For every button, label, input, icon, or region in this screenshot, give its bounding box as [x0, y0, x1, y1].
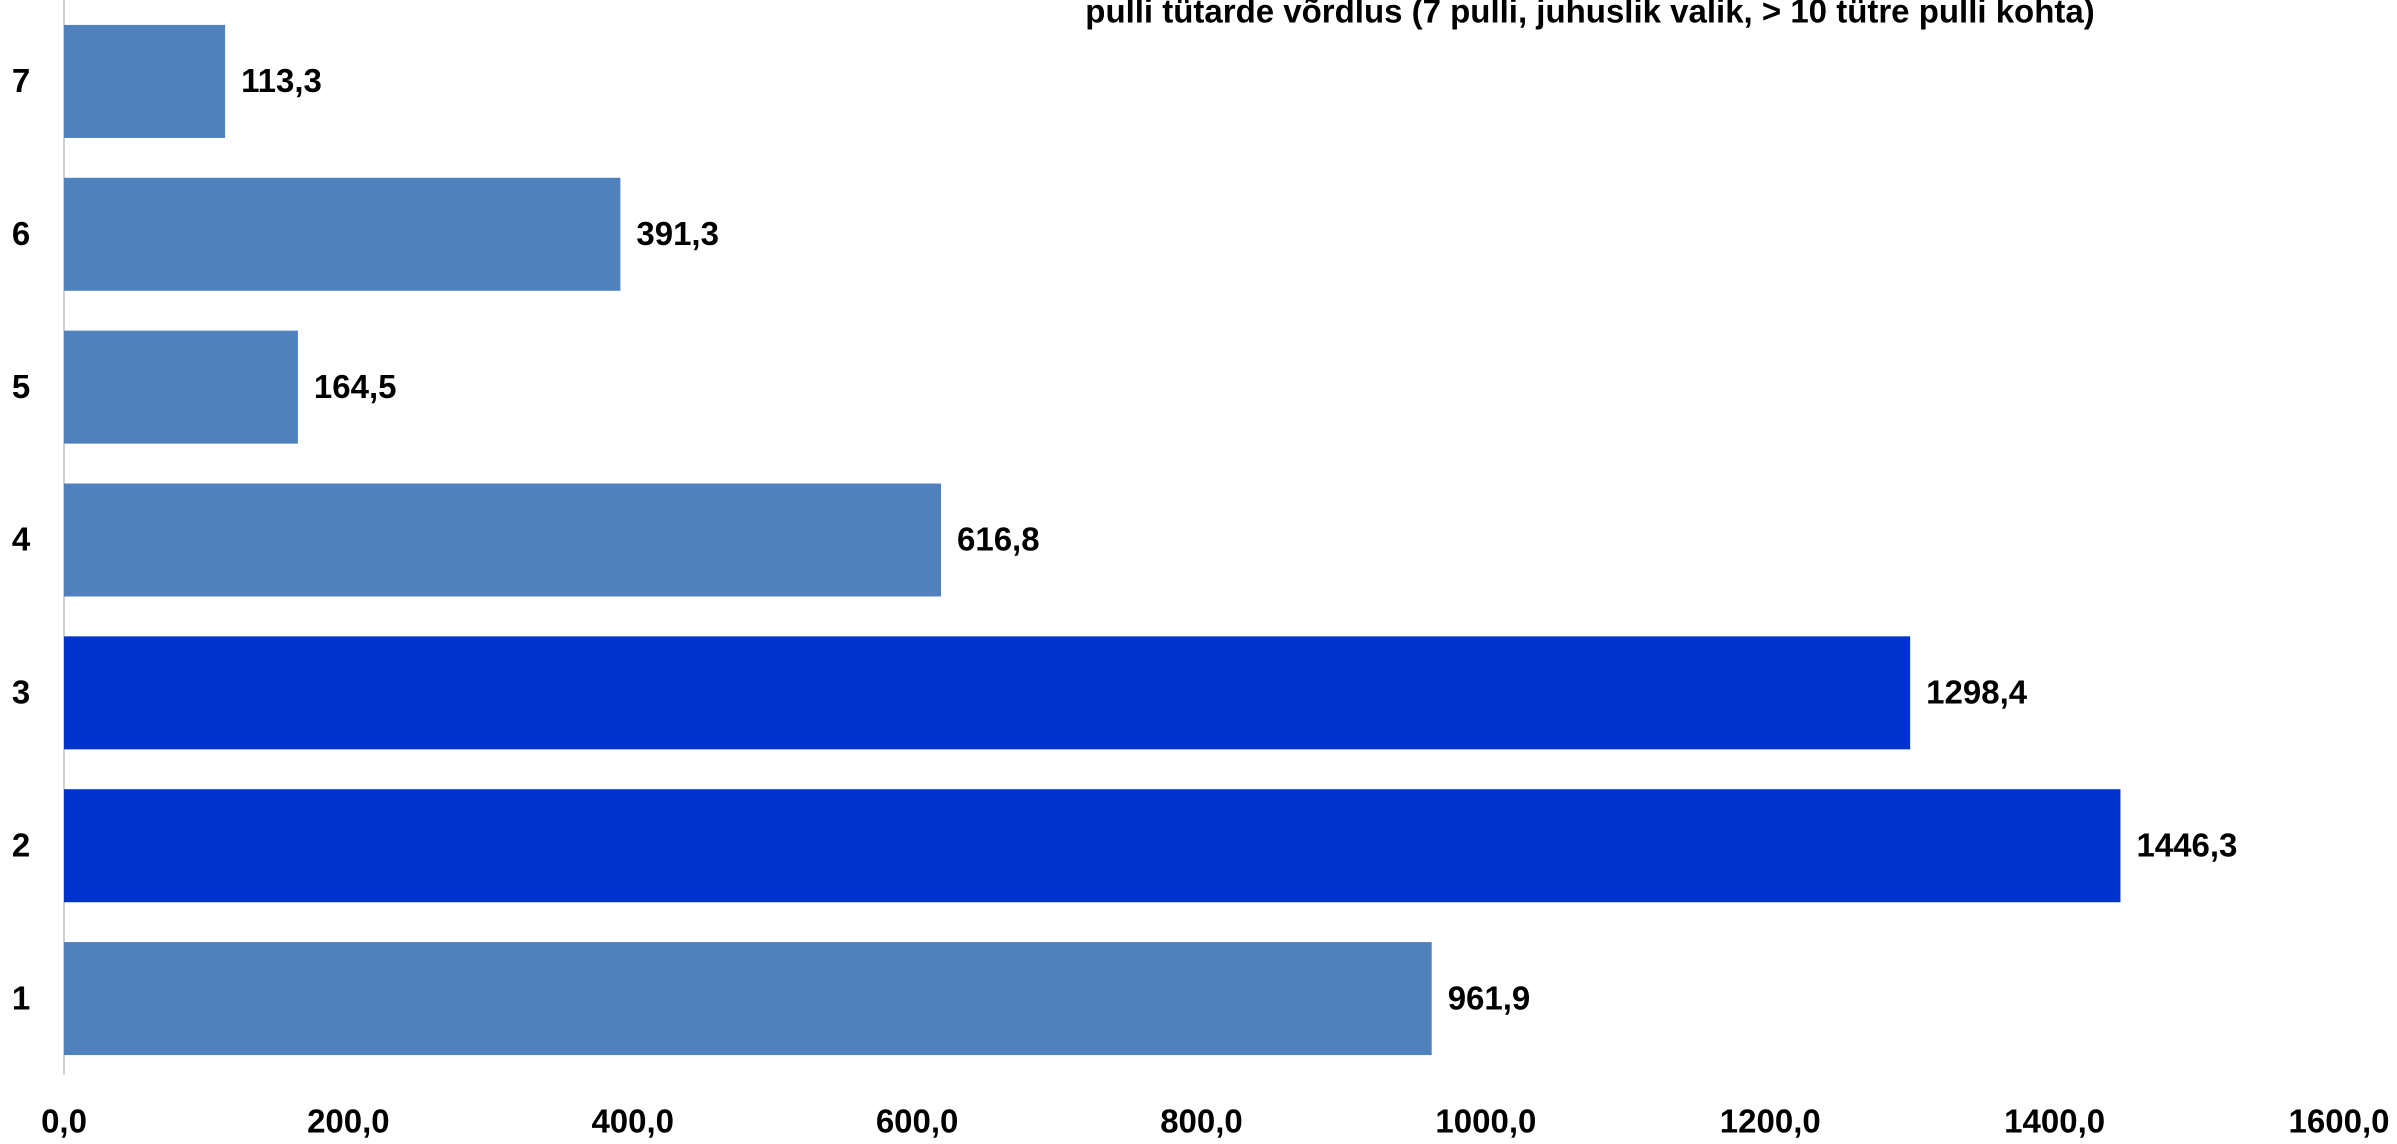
bar — [64, 177, 621, 291]
y-tick-label: 3 — [12, 674, 30, 711]
bar — [64, 24, 226, 138]
x-tick-label: 0,0 — [41, 1103, 87, 1140]
x-tick-label: 1400,0 — [2004, 1103, 2105, 1140]
bar — [64, 483, 942, 597]
x-tick-label: 1000,0 — [1435, 1103, 1536, 1140]
value-label: 616,8 — [957, 521, 1040, 558]
y-tick-label: 2 — [12, 826, 30, 863]
y-tick-label: 7 — [12, 62, 30, 99]
bar — [64, 330, 298, 444]
value-label: 391,3 — [636, 215, 719, 252]
value-label: 164,5 — [314, 368, 397, 405]
x-tick-label: 1600,0 — [2289, 1103, 2390, 1140]
x-tick-label: 200,0 — [307, 1103, 390, 1140]
x-tick-label: 600,0 — [876, 1103, 959, 1140]
value-label: 961,9 — [1448, 979, 1531, 1016]
x-tick-label: 800,0 — [1160, 1103, 1243, 1140]
y-tick-label: 4 — [12, 521, 31, 558]
x-tick-label: 1200,0 — [1720, 1103, 1821, 1140]
y-tick-label: 6 — [12, 215, 30, 252]
value-label: 1298,4 — [1926, 674, 2028, 711]
x-tick-label: 400,0 — [591, 1103, 674, 1140]
value-label: 1446,3 — [2136, 826, 2237, 863]
y-tick-label: 5 — [12, 368, 30, 405]
bar — [64, 942, 1432, 1056]
y-tick-label: 1 — [12, 979, 30, 1016]
chart-title: pulli tütarde võrdlus (7 pulli, juhuslik… — [1085, 0, 2094, 30]
value-label: 113,3 — [241, 62, 322, 99]
bar — [64, 789, 2121, 903]
bar — [64, 636, 1911, 750]
